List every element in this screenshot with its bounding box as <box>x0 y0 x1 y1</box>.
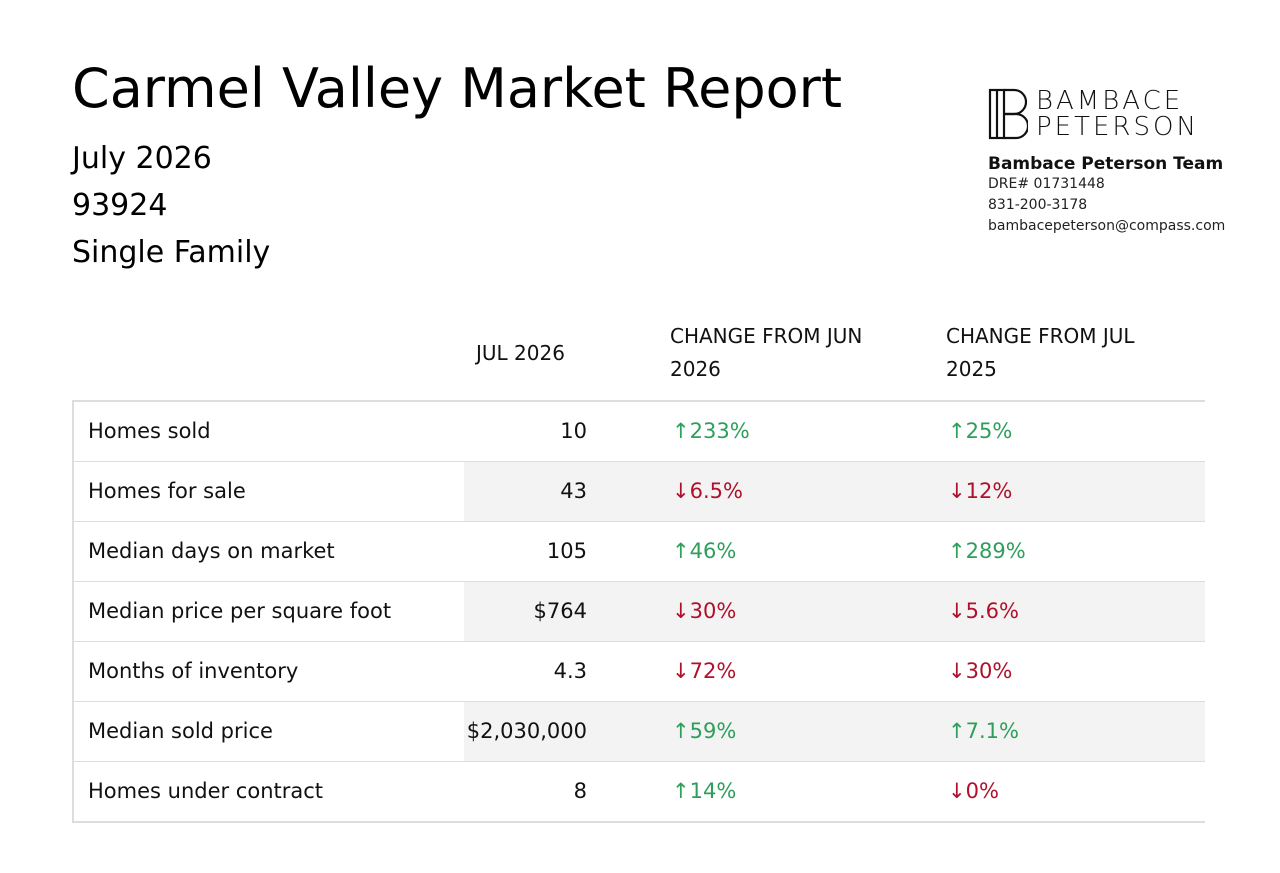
row-label: Median price per square foot <box>88 599 392 623</box>
report-property-type: Single Family <box>72 235 271 270</box>
arrow-up-icon: ↑ <box>948 539 966 563</box>
logo-line1: BAMBACE <box>1036 86 1184 116</box>
row-label: Homes for sale <box>88 479 246 503</box>
arrow-up-icon: ↑ <box>672 779 690 803</box>
table-row: Median sold price $2,030,000 ↑59% ↑7.1% <box>74 702 1205 762</box>
arrow-up-icon: ↑ <box>948 719 966 743</box>
row-change-month: ↓30% <box>672 582 736 641</box>
row-change-year: ↑7.1% <box>948 702 1019 761</box>
column-change-year: CHANGE FROM JUL 2025 <box>946 324 1135 381</box>
brand-logo: BAMBACE PETERSON <box>988 88 1248 140</box>
row-value: 10 <box>560 419 587 443</box>
row-change-year: ↓30% <box>948 642 1012 701</box>
table-row: Homes for sale 43 ↓6.5% ↓12% <box>74 462 1205 522</box>
row-change-month: ↑233% <box>672 402 750 461</box>
row-change-year: ↑25% <box>948 402 1012 461</box>
team-dre: DRE# 01731448 <box>988 176 1105 192</box>
change-value: 25% <box>965 419 1013 443</box>
row-change-month: ↓6.5% <box>672 462 743 521</box>
arrow-down-icon: ↓ <box>948 479 966 503</box>
change-value: 14% <box>689 779 737 803</box>
change-value: 12% <box>965 479 1013 503</box>
change-value: 0% <box>965 779 999 803</box>
column-current: JUL 2026 <box>476 341 565 365</box>
arrow-up-icon: ↑ <box>948 419 966 443</box>
row-label: Median sold price <box>88 719 273 743</box>
arrow-down-icon: ↓ <box>672 479 690 503</box>
logo-mark-icon <box>988 88 1028 140</box>
table-row: Months of inventory 4.3 ↓72% ↓30% <box>74 642 1205 702</box>
table-body: Homes sold 10 ↑233% ↑25% Homes for sale 43 ↓6.… <box>72 402 1205 823</box>
row-change-month: ↓72% <box>672 642 736 701</box>
row-label: Median days on market <box>88 539 335 563</box>
row-label: Months of inventory <box>88 659 299 683</box>
change-value: 6.5% <box>689 479 743 503</box>
row-change-month: ↑14% <box>672 762 736 821</box>
report-zip: 93924 <box>72 188 168 223</box>
market-table: JUL 2026 CHANGE FROM JUN 2026 CHANGE FRO… <box>72 312 1205 823</box>
change-value: 30% <box>689 599 737 623</box>
report-month: July 2026 <box>72 141 212 176</box>
row-value: $2,030,000 <box>466 719 587 743</box>
table-row: Median price per square foot $764 ↓30% ↓5.6… <box>74 582 1205 642</box>
arrow-up-icon: ↑ <box>672 419 690 443</box>
arrow-down-icon: ↓ <box>948 779 966 803</box>
table-row: Homes under contract 8 ↑14% ↓0% <box>74 762 1205 823</box>
change-value: 46% <box>689 539 737 563</box>
row-label: Homes under contract <box>88 779 324 803</box>
table-row: Median days on market 105 ↑46% ↑289% <box>74 522 1205 582</box>
row-change-month: ↑46% <box>672 522 736 581</box>
brand-block: BAMBACE PETERSON Bambace Peterson Team D… <box>988 88 1248 237</box>
report-title: Carmel Valley Market Report <box>72 57 843 120</box>
team-email: bambacepeterson@compass.com <box>988 218 1226 234</box>
table-header: JUL 2026 CHANGE FROM JUN 2026 CHANGE FRO… <box>72 312 1205 402</box>
row-value: 43 <box>560 479 587 503</box>
row-value: $764 <box>533 599 587 623</box>
arrow-up-icon: ↑ <box>672 539 690 563</box>
column-change-month: CHANGE FROM JUN 2026 <box>670 324 863 381</box>
arrow-down-icon: ↓ <box>948 599 966 623</box>
row-change-year: ↓5.6% <box>948 582 1019 641</box>
change-value: 30% <box>965 659 1013 683</box>
team-name: Bambace Peterson Team <box>988 154 1224 174</box>
table-row: Homes sold 10 ↑233% ↑25% <box>74 402 1205 462</box>
change-value: 5.6% <box>965 599 1019 623</box>
change-value: 59% <box>689 719 737 743</box>
arrow-down-icon: ↓ <box>948 659 966 683</box>
change-value: 289% <box>965 539 1026 563</box>
team-phone: 831-200-3178 <box>988 197 1088 213</box>
row-value: 8 <box>573 779 587 803</box>
row-label: Homes sold <box>88 419 211 443</box>
row-change-month: ↑59% <box>672 702 736 761</box>
change-value: 7.1% <box>965 719 1019 743</box>
change-value: 233% <box>689 419 750 443</box>
arrow-down-icon: ↓ <box>672 599 690 623</box>
change-value: 72% <box>689 659 737 683</box>
row-change-year: ↑289% <box>948 522 1026 581</box>
row-value: 4.3 <box>553 659 587 683</box>
logo-line2: PETERSON <box>1036 112 1199 142</box>
logo-wordmark: BAMBACE PETERSON <box>1036 88 1199 140</box>
arrow-down-icon: ↓ <box>672 659 690 683</box>
row-change-year: ↓0% <box>948 762 999 821</box>
row-change-year: ↓12% <box>948 462 1012 521</box>
row-value: 105 <box>546 539 587 563</box>
arrow-up-icon: ↑ <box>672 719 690 743</box>
